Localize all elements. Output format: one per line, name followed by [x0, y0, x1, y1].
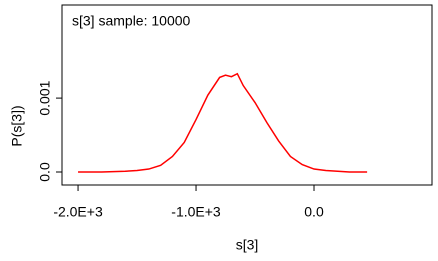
density-line	[78, 74, 367, 172]
y-tick-label: 0.001	[37, 80, 53, 115]
y-tick-label: 0.0	[37, 162, 53, 182]
chart-title: s[3] sample: 10000	[72, 13, 191, 29]
y-axis-label: P(s[3])	[9, 105, 25, 146]
plot-frame	[62, 5, 432, 185]
x-tick-label: -2.0E+3	[53, 204, 103, 220]
x-tick-label: -1.0E+3	[171, 204, 221, 220]
x-tick-label: 0.0	[304, 204, 324, 220]
x-axis-label: s[3]	[236, 237, 259, 253]
chart: s[3] sample: 10000 s[3] P(s[3]) 0.0 0.001…	[0, 0, 438, 261]
